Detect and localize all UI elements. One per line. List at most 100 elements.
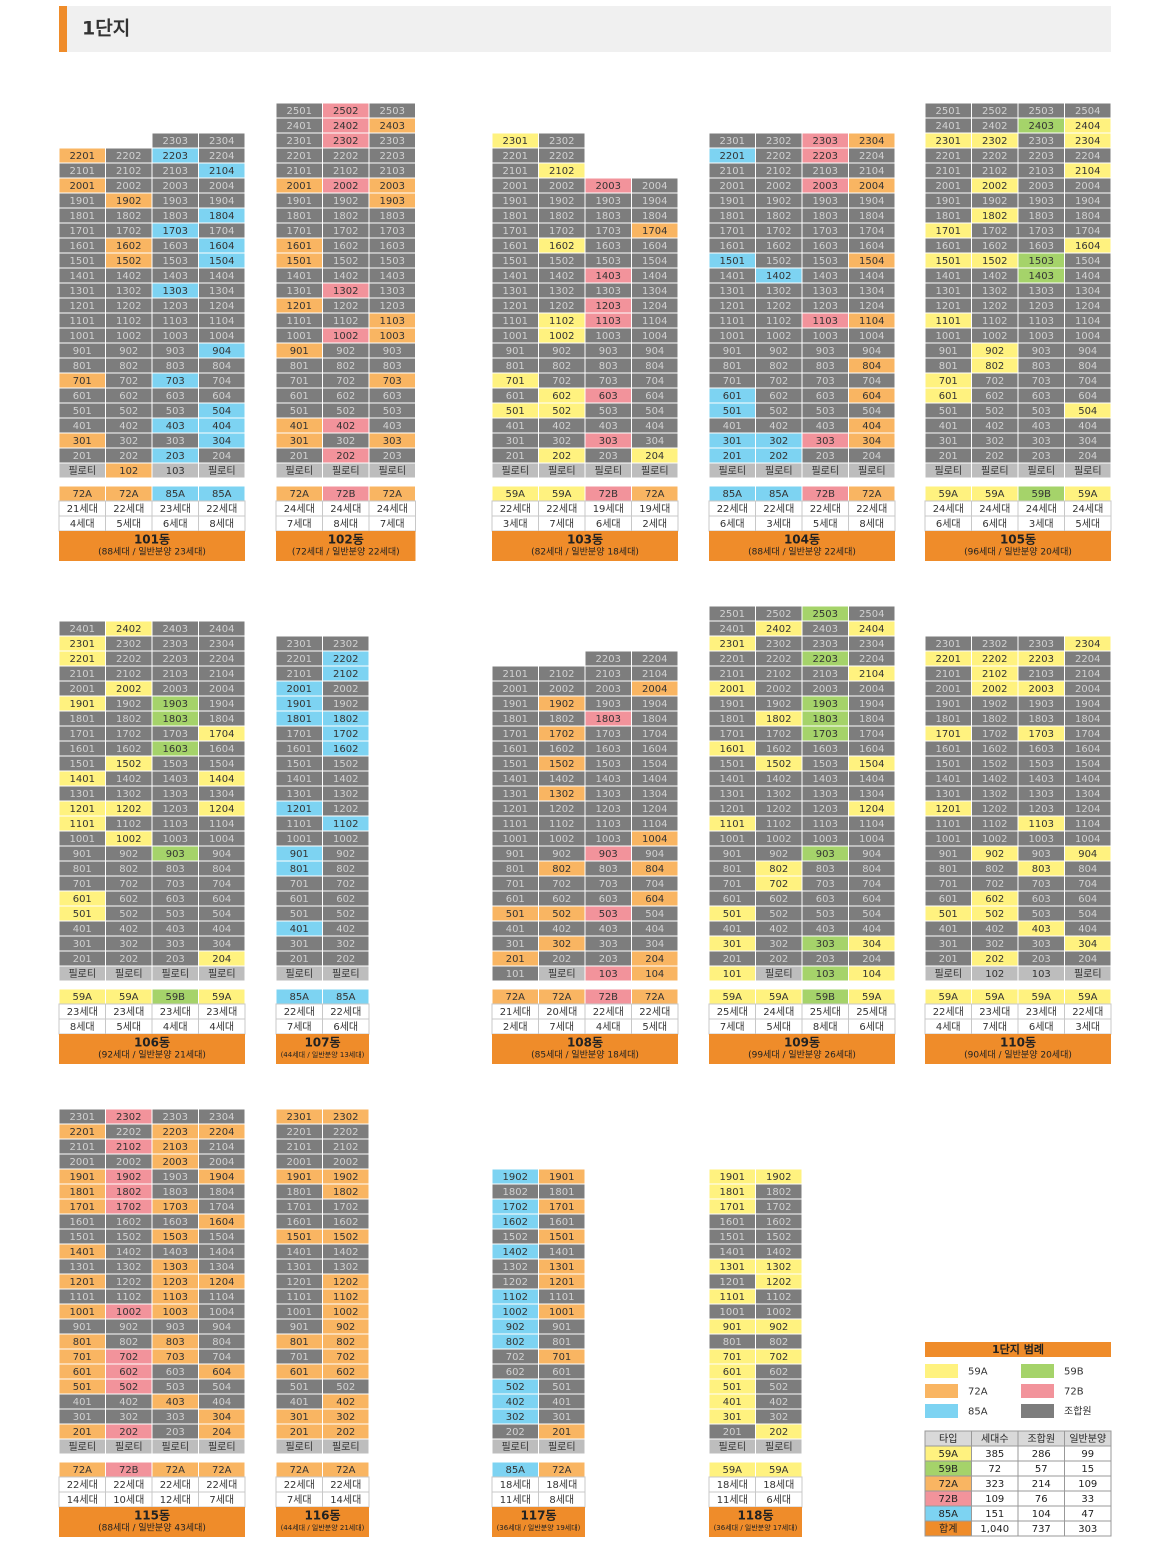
unit-label: 1701	[936, 729, 961, 740]
unit-label: 1001	[503, 834, 528, 845]
unit-label: 2002	[333, 684, 358, 695]
unit-label: 2404	[859, 624, 884, 635]
unit-label: 필로티	[641, 465, 669, 477]
unit-label: 304	[212, 939, 231, 950]
unit-label: 2003	[380, 181, 405, 192]
unit-label: 401	[290, 421, 309, 432]
type-label: 72B	[119, 1465, 139, 1476]
unit-label: 902	[336, 346, 355, 357]
unit-label: 2402	[116, 624, 141, 635]
unit-label: 803	[1032, 864, 1051, 875]
members-label: 2세대	[503, 1021, 528, 1033]
unit-label: 201	[723, 451, 742, 462]
table-value: 151	[985, 1509, 1004, 1520]
unit-label: 1302	[116, 286, 141, 297]
building-name: 102동	[328, 533, 364, 547]
unit-label: 1303	[813, 789, 838, 800]
unit-label: 2403	[380, 121, 405, 132]
unit-label: 2202	[116, 151, 141, 162]
unit-label: 603	[1032, 391, 1051, 402]
unit-label: 1903	[1029, 699, 1054, 710]
unit-label: 1102	[766, 1292, 791, 1303]
unit-label: 1701	[720, 226, 745, 237]
unit-label: 304	[1078, 939, 1097, 950]
type-label: 72A	[119, 489, 139, 500]
unit-label: 703	[599, 376, 618, 387]
unit-label: 1301	[503, 286, 528, 297]
unit-label: 2303	[813, 136, 838, 147]
unit-label: 303	[383, 436, 402, 447]
unit-label: 401	[290, 1397, 309, 1408]
unit-label: 602	[769, 391, 788, 402]
legend-swatch	[1021, 1384, 1054, 1398]
unit-label: 2001	[287, 181, 312, 192]
unit-label: 2201	[287, 654, 312, 665]
unit-label: 1403	[163, 1247, 188, 1258]
unit-label: 1804	[209, 714, 234, 725]
unit-label: 304	[862, 436, 881, 447]
unit-label: 303	[599, 939, 618, 950]
unit-label: 402	[552, 421, 571, 432]
unit-label: 1604	[642, 241, 667, 252]
unit-label: 1903	[163, 196, 188, 207]
unit-label: 801	[73, 864, 92, 875]
unit-label: 702	[552, 879, 571, 890]
unit-label: 702	[336, 879, 355, 890]
unit-label: 201	[939, 954, 958, 965]
unit-label: 1001	[720, 834, 745, 845]
unit-label: 1603	[813, 241, 838, 252]
unit-label: 1302	[116, 789, 141, 800]
type-label: 72A	[165, 1465, 185, 1476]
unit-label: 302	[506, 1412, 525, 1423]
unit-label: 304	[862, 939, 881, 950]
households-label: 23세대	[979, 1006, 1010, 1018]
unit-label: 2001	[503, 181, 528, 192]
table-header: 타입	[939, 1432, 957, 1445]
unit-label: 1904	[642, 699, 667, 710]
unit-label: 601	[290, 1367, 309, 1378]
members-label: 11세대	[500, 1494, 531, 1506]
unit-label: 1203	[596, 301, 621, 312]
unit-label: 필로티	[208, 465, 236, 477]
unit-label: 704	[212, 1352, 231, 1363]
table-header: 세대수	[981, 1433, 1009, 1445]
legend-label: 72B	[1064, 1387, 1084, 1398]
unit-label: 1404	[209, 271, 234, 282]
unit-label: 필로티	[548, 1441, 576, 1453]
unit-label: 필로티	[285, 968, 313, 980]
unit-label: 1804	[209, 1187, 234, 1198]
unit-label: 1501	[70, 759, 95, 770]
unit-label: 2402	[333, 121, 358, 132]
unit-label: 202	[769, 954, 788, 965]
members-label: 2세대	[642, 518, 667, 530]
unit-label: 1301	[287, 789, 312, 800]
unit-label: 501	[506, 909, 525, 920]
unit-label: 1202	[549, 301, 574, 312]
unit-label: 1403	[596, 774, 621, 785]
unit-label: 1804	[209, 211, 234, 222]
unit-label: 1302	[503, 1262, 528, 1273]
unit-label: 1002	[116, 1307, 141, 1318]
unit-label: 903	[383, 346, 402, 357]
unit-label: 1202	[766, 1277, 791, 1288]
unit-label: 404	[1078, 924, 1097, 935]
unit-label: 1801	[720, 211, 745, 222]
unit-label: 302	[336, 939, 355, 950]
households-label: 18세대	[500, 1479, 531, 1491]
households-label: 25세대	[810, 1006, 841, 1018]
unit-label: 1602	[503, 1217, 528, 1228]
unit-label: 201	[506, 451, 525, 462]
unit-label: 204	[862, 451, 881, 462]
unit-label: 702	[985, 879, 1004, 890]
unit-label: 1303	[163, 1262, 188, 1273]
unit-label: 1504	[209, 1232, 234, 1243]
unit-label: 1703	[596, 729, 621, 740]
members-label: 10세대	[113, 1494, 144, 1506]
unit-label: 필로티	[934, 465, 962, 477]
unit-label: 802	[336, 1337, 355, 1348]
unit-label: 2101	[70, 1142, 95, 1153]
unit-label: 1901	[503, 196, 528, 207]
unit-label: 2004	[1075, 684, 1100, 695]
unit-label: 902	[119, 346, 138, 357]
unit-label: 1803	[163, 1187, 188, 1198]
